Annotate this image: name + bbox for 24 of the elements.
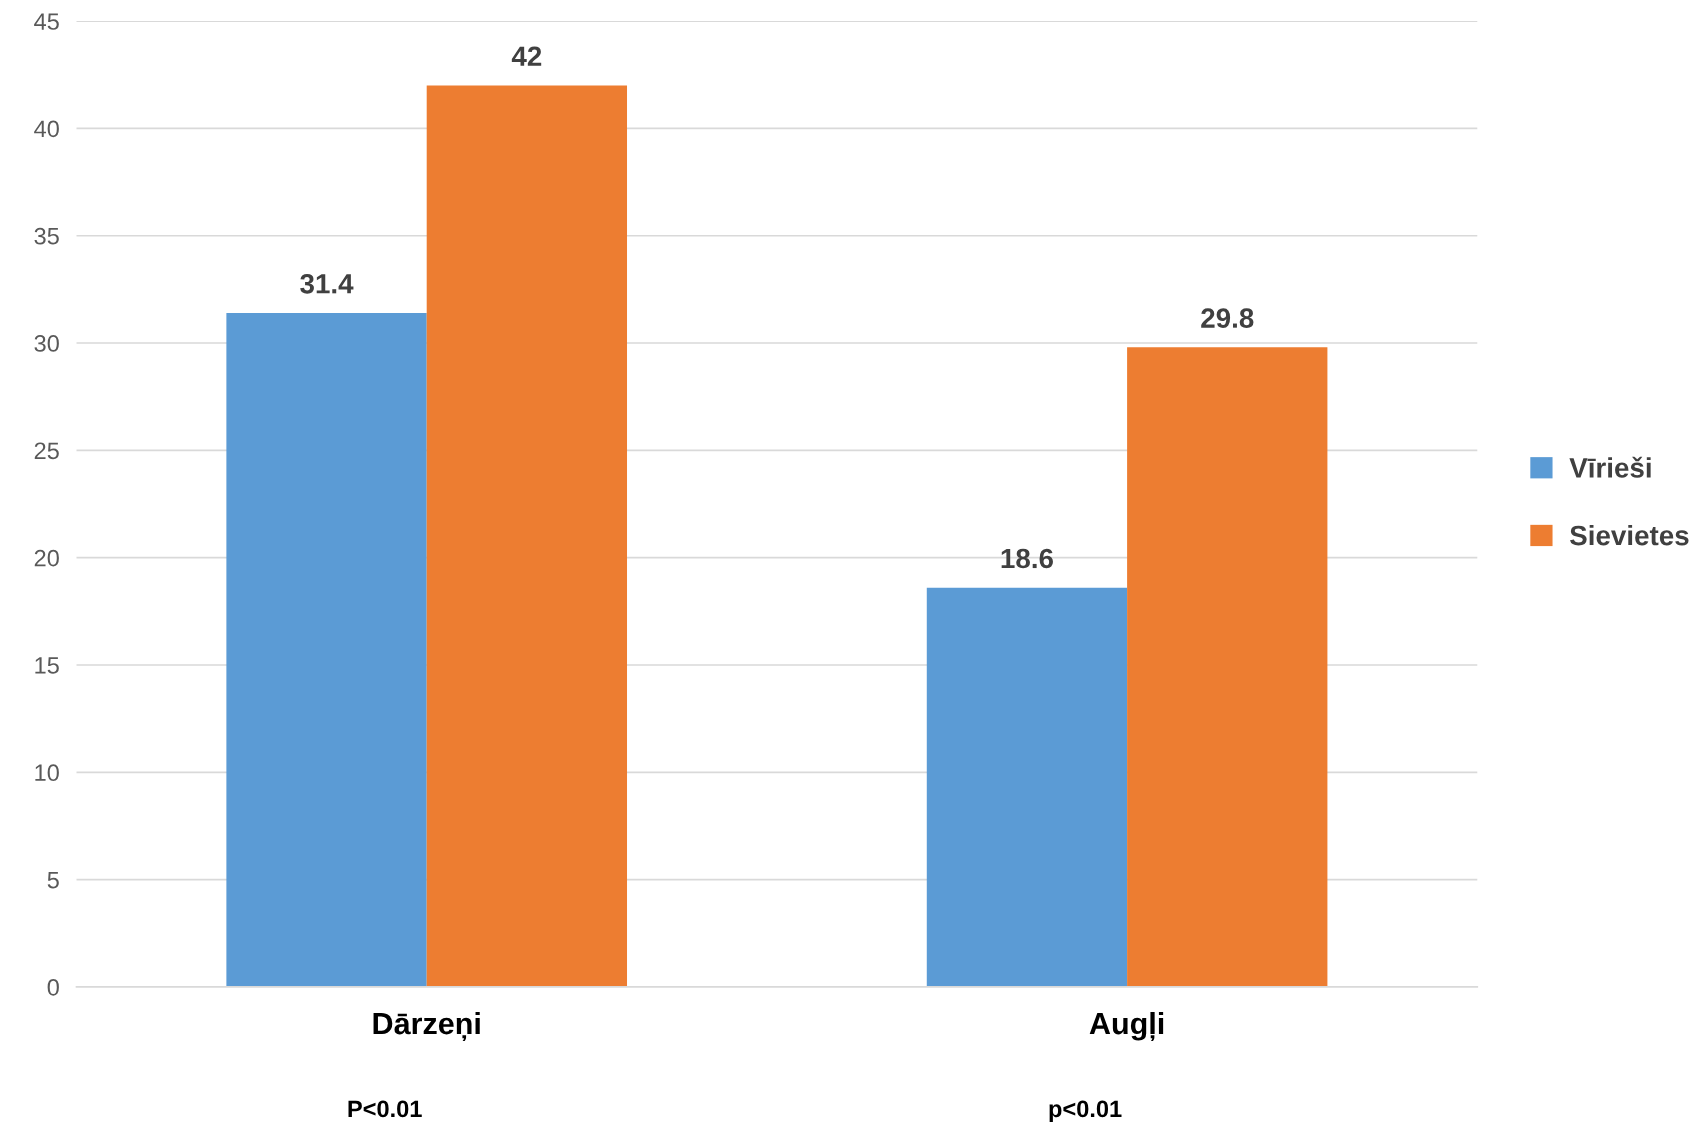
bar: [926, 587, 1128, 987]
legend-label: Vīrieši: [1569, 456, 1651, 478]
x-tick-label: Augļi: [1089, 1011, 1164, 1041]
y-tick-label: 20: [34, 549, 59, 567]
text: P<0.01: [348, 1100, 422, 1118]
x-tick-label: Dārzeņi: [373, 1011, 480, 1041]
y-tick-label: 40: [34, 120, 59, 138]
text: p<0.01: [1049, 1100, 1122, 1122]
y-tick-label: 45: [34, 13, 59, 30]
y-tick-label: 0: [47, 979, 59, 996]
bar: [226, 312, 427, 987]
bar: [1127, 347, 1328, 987]
y-tick-label: 10: [35, 764, 59, 782]
legend-label: Sievietes: [1570, 524, 1689, 546]
data-label: 29.8: [1201, 308, 1254, 328]
y-tick-label: 15: [35, 657, 59, 674]
y-tick-label: 35: [34, 227, 59, 245]
data-label: 18.6: [1001, 548, 1053, 569]
y-tick-label: 25: [34, 442, 59, 460]
bar: [426, 85, 628, 987]
y-tick-label: 5: [47, 871, 59, 889]
data-label: 31.4: [300, 273, 354, 294]
data-label: 42: [511, 46, 542, 66]
y-tick-label: 30: [34, 335, 59, 352]
